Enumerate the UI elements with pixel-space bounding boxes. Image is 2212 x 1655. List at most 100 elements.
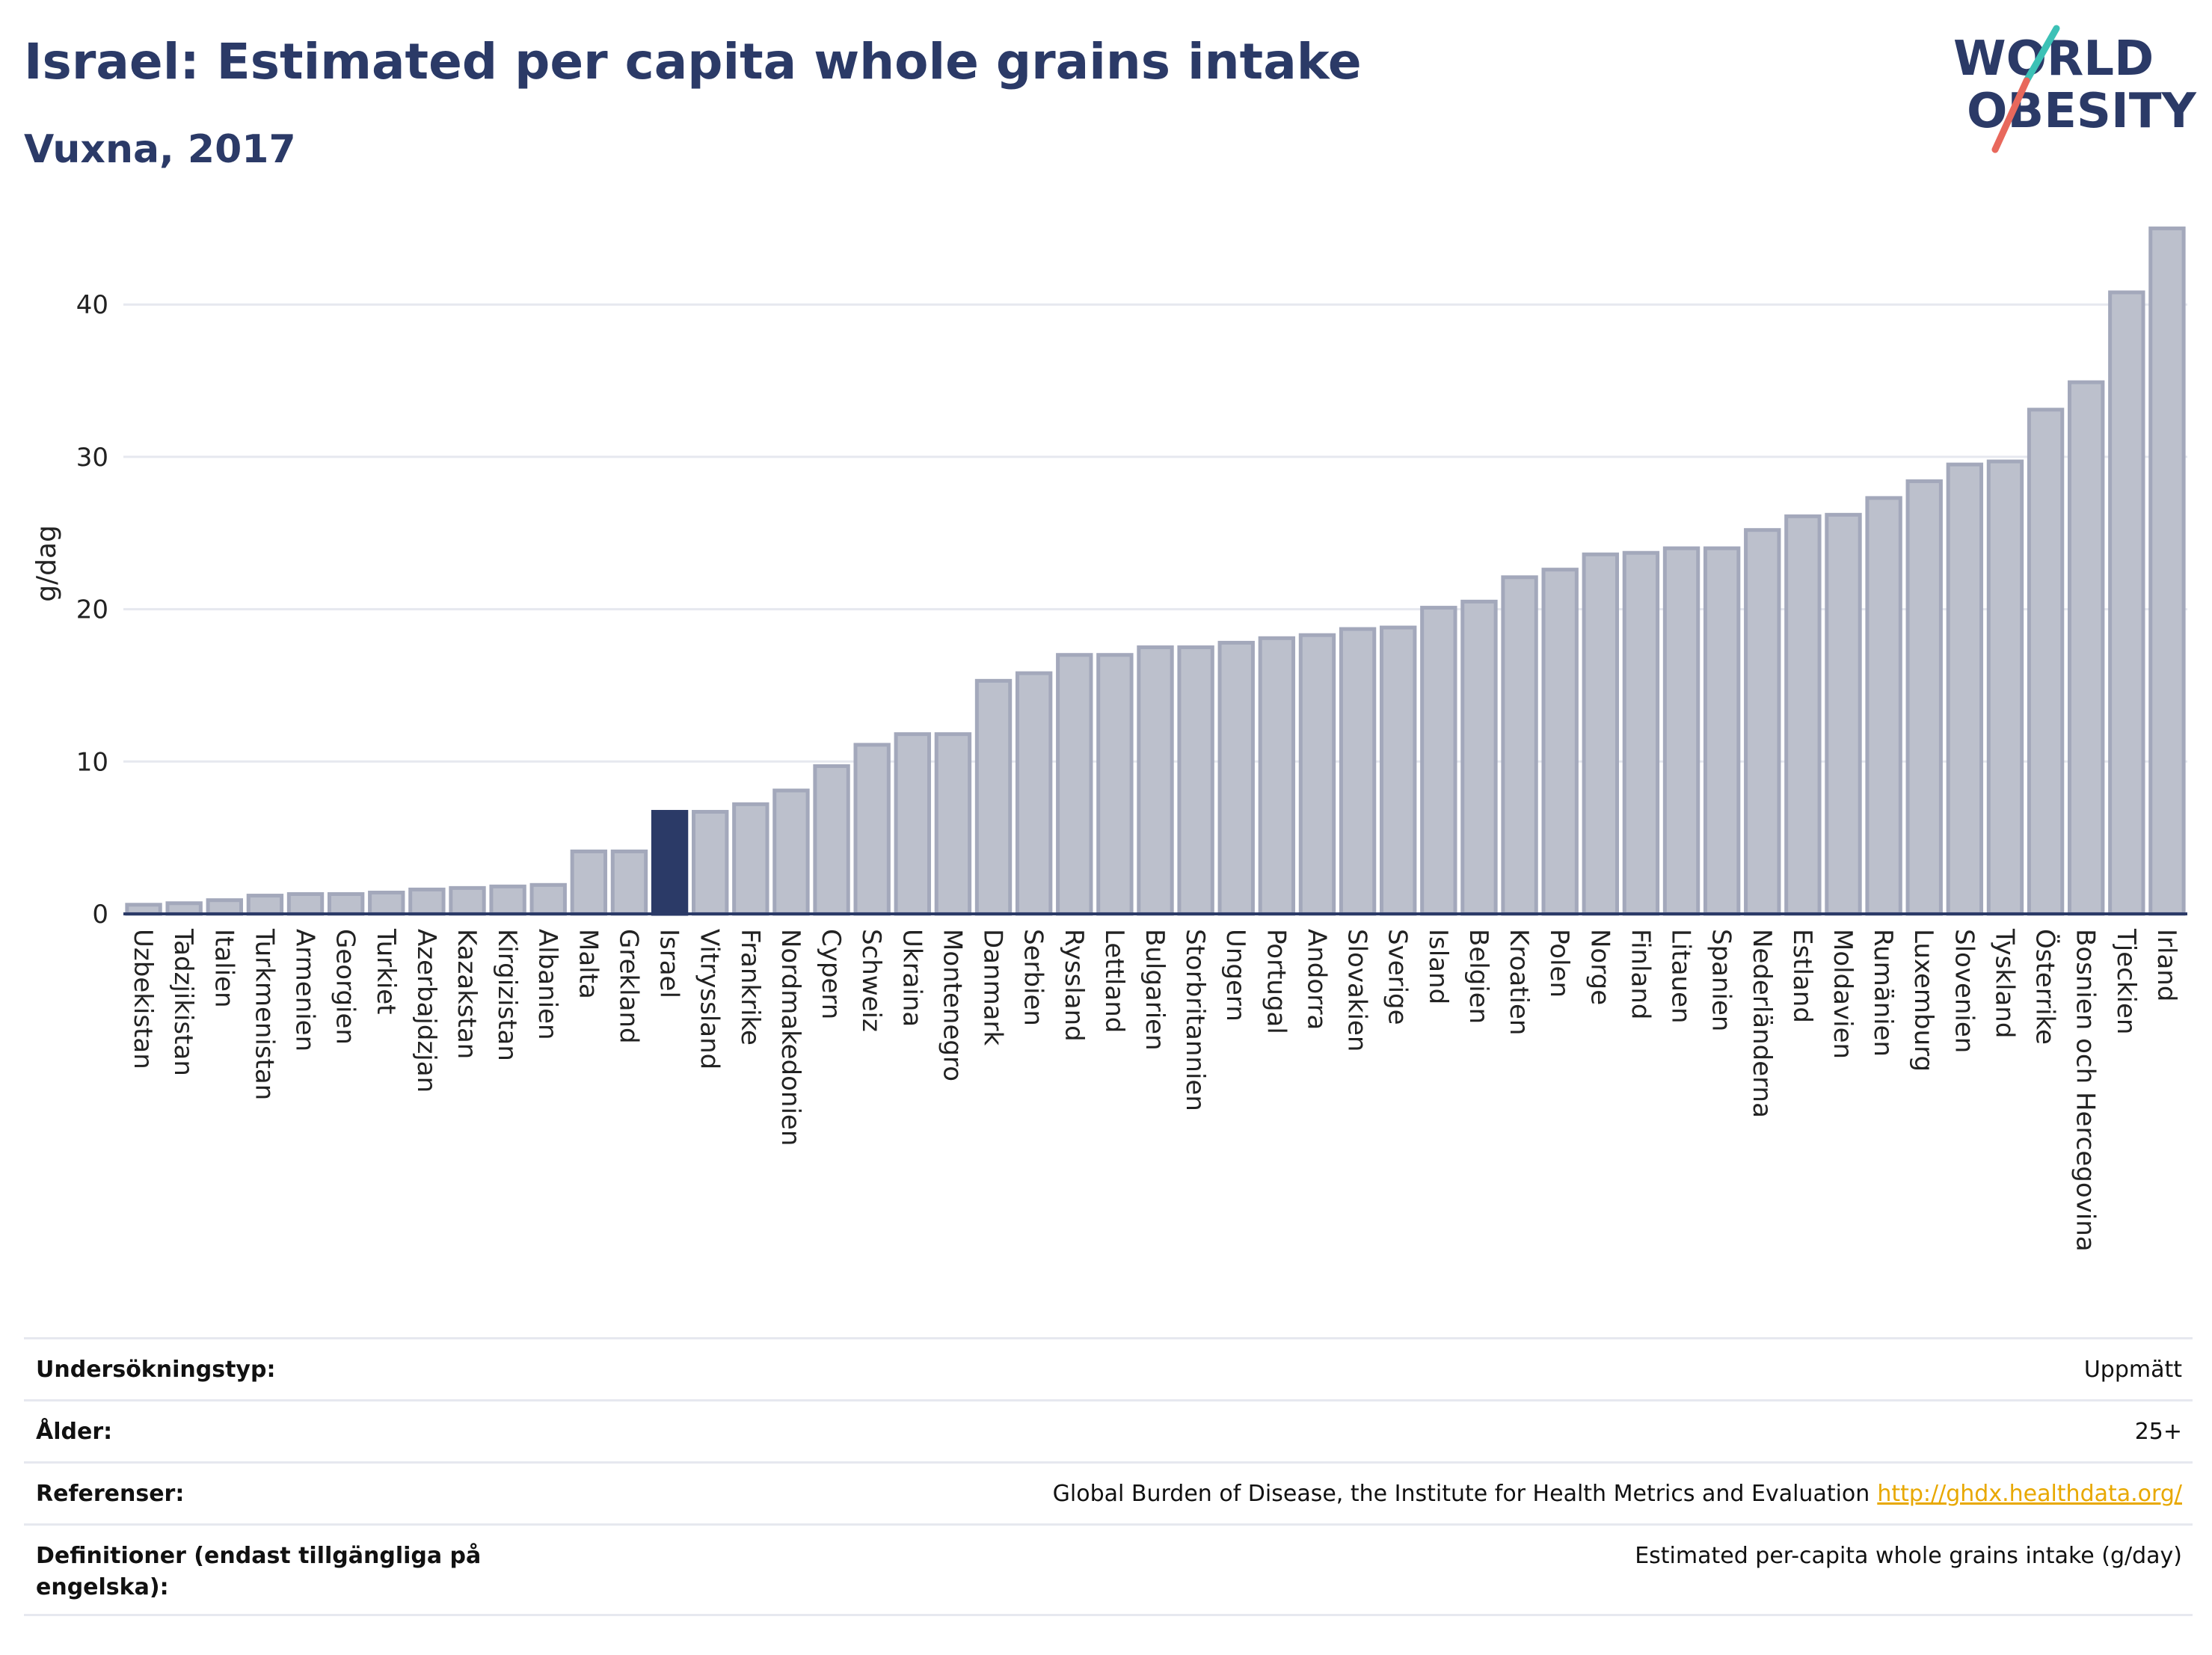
bar xyxy=(2108,290,2145,916)
bar xyxy=(529,882,567,916)
y-tick-label: 10 xyxy=(76,747,108,777)
x-tick-label: Ungern xyxy=(1220,929,1250,1022)
y-tick-label: 40 xyxy=(76,290,108,320)
bar-highlight xyxy=(651,810,689,916)
meta-row-references: Referenser: Global Burden of Disease, th… xyxy=(24,1461,2193,1523)
bar xyxy=(1339,627,1377,916)
bar xyxy=(894,732,931,916)
x-tick-label: Moldavien xyxy=(1828,929,1858,1059)
metadata-table: Undersökningstyp: Uppmätt Ålder: 25+ Ref… xyxy=(24,1337,2193,1616)
bar xyxy=(1622,550,1660,916)
reference-link[interactable]: http://ghdx.healthdata.org/ xyxy=(1877,1481,2182,1507)
meta-label: Definitioner (endast tillgängliga på eng… xyxy=(36,1543,482,1600)
x-tick-label: Italien xyxy=(209,929,239,1008)
bar xyxy=(1784,514,1822,916)
chart-subtitle: Vuxna, 2017 xyxy=(24,127,296,172)
x-tick-label: Lettland xyxy=(1099,929,1129,1033)
x-tick-label: Litauen xyxy=(1666,929,1696,1024)
meta-label: Ålder: xyxy=(36,1419,113,1445)
x-tick-label: Norge xyxy=(1585,929,1615,1005)
bar xyxy=(934,732,972,916)
bar xyxy=(449,885,486,916)
meta-label: Undersökningstyp: xyxy=(36,1357,276,1383)
chart-title: Israel: Estimated per capita whole grain… xyxy=(24,33,1362,90)
x-tick-label: Georgien xyxy=(331,929,360,1045)
bar xyxy=(408,887,446,916)
world-obesity-logo: WORLD OBESITY xyxy=(1953,25,2196,153)
bar xyxy=(1905,479,1943,916)
meta-row-definitions: Definitioner (endast tillgängliga på eng… xyxy=(24,1523,2193,1616)
x-tick-label: Spanien xyxy=(1706,929,1736,1031)
bar xyxy=(1744,528,1781,916)
x-tick-label: Andorra xyxy=(1301,929,1331,1030)
x-tick-label: Ryssland xyxy=(1059,929,1089,1042)
logo-slash-teal xyxy=(2023,25,2060,85)
bar xyxy=(974,678,1013,916)
x-tick-label: Tjeckien xyxy=(2111,928,2141,1034)
y-axis-title: g/dag xyxy=(31,525,62,602)
bar xyxy=(2148,226,2186,916)
x-tick-label: Albanien xyxy=(532,929,562,1040)
bar xyxy=(1986,459,2024,916)
x-tick-label: Luxemburg xyxy=(1908,929,1938,1072)
meta-value: Global Burden of Disease, the Institute … xyxy=(1053,1479,2193,1510)
x-tick-label: Rumänien xyxy=(1868,929,1898,1057)
x-tick-label: Tyskland xyxy=(1989,928,2019,1038)
x-tick-label: Vitryssland xyxy=(695,929,725,1069)
x-tick-label: Nederländerna xyxy=(1747,929,1777,1118)
x-tick-label: Uzbekistan xyxy=(128,929,158,1069)
y-tick-label: 0 xyxy=(92,900,108,930)
x-tick-label: Schweiz xyxy=(856,929,886,1032)
bar xyxy=(1420,606,1457,916)
x-tick-label: Grekland xyxy=(613,929,643,1044)
x-tick-label: Portugal xyxy=(1261,929,1291,1034)
bar xyxy=(1258,636,1296,916)
x-tick-label: Nordmakedonien xyxy=(775,929,805,1146)
bar xyxy=(1096,653,1134,916)
x-tick-label: Kazakstan xyxy=(452,929,482,1059)
bar xyxy=(327,892,365,916)
bar xyxy=(570,849,608,916)
x-tick-label: Montenegro xyxy=(937,929,967,1081)
x-tick-label: Storbritannien xyxy=(1180,929,1210,1111)
bar xyxy=(165,901,203,916)
bar xyxy=(1501,575,1538,916)
x-tick-label: Kroatien xyxy=(1504,929,1534,1035)
bar xyxy=(1541,568,1579,916)
x-tick-label: Ukraina xyxy=(897,929,927,1027)
bar xyxy=(813,764,850,916)
x-tick-label: Irland xyxy=(2151,929,2181,1001)
bar xyxy=(853,743,891,916)
bar xyxy=(286,892,325,916)
x-tick-label: Frankrike xyxy=(735,929,765,1045)
bar xyxy=(1298,633,1336,916)
x-tick-label: Azerbajdzjan xyxy=(411,929,441,1093)
x-tick-label: Cypern xyxy=(816,929,846,1019)
bar xyxy=(1662,546,1701,916)
x-tick-label: Kirgizistan xyxy=(492,929,522,1061)
bar xyxy=(246,894,284,916)
bar xyxy=(1056,653,1093,916)
reference-text: Global Burden of Disease, the Institute … xyxy=(1052,1481,1870,1507)
x-tick-label: Österrike xyxy=(2030,929,2061,1045)
logo-word-world: WORLD xyxy=(1953,31,2154,87)
meta-value: Uppmätt xyxy=(2083,1357,2182,1383)
bar xyxy=(206,898,243,916)
x-tick-label: Tadzjikistan xyxy=(168,928,198,1076)
x-tick-label: Bosnien och Hercegovina xyxy=(2071,929,2101,1252)
x-tick-label: Estland xyxy=(1787,929,1817,1023)
bar xyxy=(2027,408,2065,916)
x-tick-label: Belgien xyxy=(1463,929,1493,1024)
bar xyxy=(2068,380,2105,916)
x-tick-label: Serbien xyxy=(1019,929,1048,1026)
x-tick-label: Polen xyxy=(1544,929,1574,998)
y-tick-label: 30 xyxy=(76,443,108,473)
bar xyxy=(1825,512,1862,916)
meta-row-survey-type: Undersökningstyp: Uppmätt xyxy=(24,1337,2193,1399)
bar xyxy=(692,810,729,916)
bar xyxy=(1582,552,1619,916)
bar xyxy=(772,788,810,916)
x-tick-label: Armenien xyxy=(290,929,320,1051)
x-tick-label: Slovenien xyxy=(1949,929,1979,1053)
bar xyxy=(1380,625,1417,916)
